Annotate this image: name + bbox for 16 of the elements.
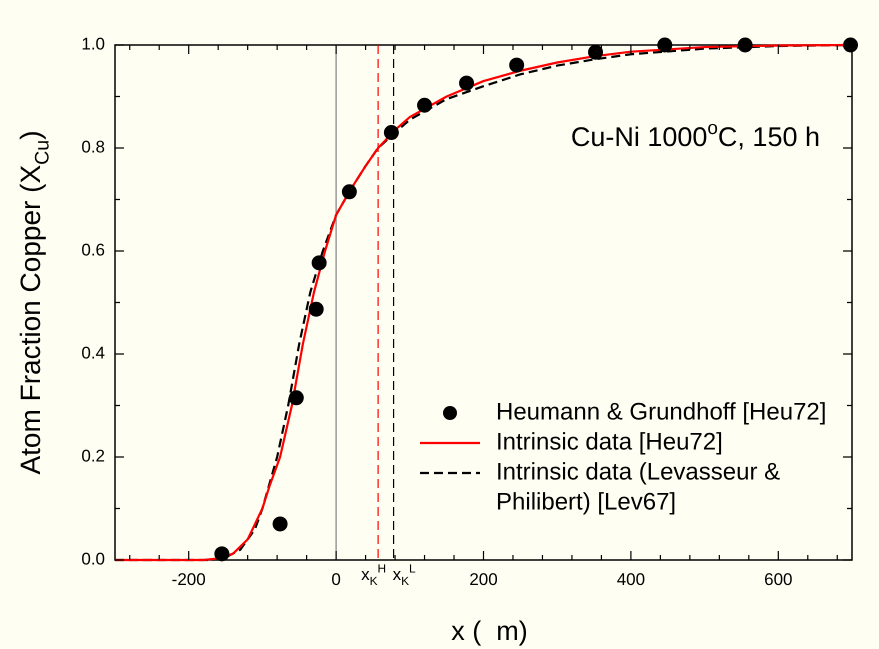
y-axis-title: Atom Fraction Copper (XCu) <box>15 130 54 475</box>
y-tick-label: 0.4 <box>81 344 105 363</box>
x-tick-label: -200 <box>172 570 206 589</box>
legend-label: Intrinsic data [Heu72] <box>496 428 723 456</box>
x-tick-label: 0 <box>331 570 341 589</box>
y-tick-label: 0.0 <box>81 550 105 569</box>
x-tick-label: 600 <box>764 570 792 589</box>
legend-label: Heumann & Grundhoff [Heu72] <box>496 398 826 426</box>
x-axis-title: x ( m) <box>451 616 528 646</box>
x-tick-label: 200 <box>469 570 498 589</box>
y-tick-label: 0.2 <box>81 446 105 466</box>
y-tick-label: 0.6 <box>81 240 105 260</box>
y-tick-label: 0.8 <box>81 138 105 157</box>
y-tick-label: 1.0 <box>81 34 105 54</box>
x-tick-label: 400 <box>616 570 646 589</box>
legend-label: Intrinsic data (Levasseur & Philibert) [Lev67] <box>496 458 780 516</box>
